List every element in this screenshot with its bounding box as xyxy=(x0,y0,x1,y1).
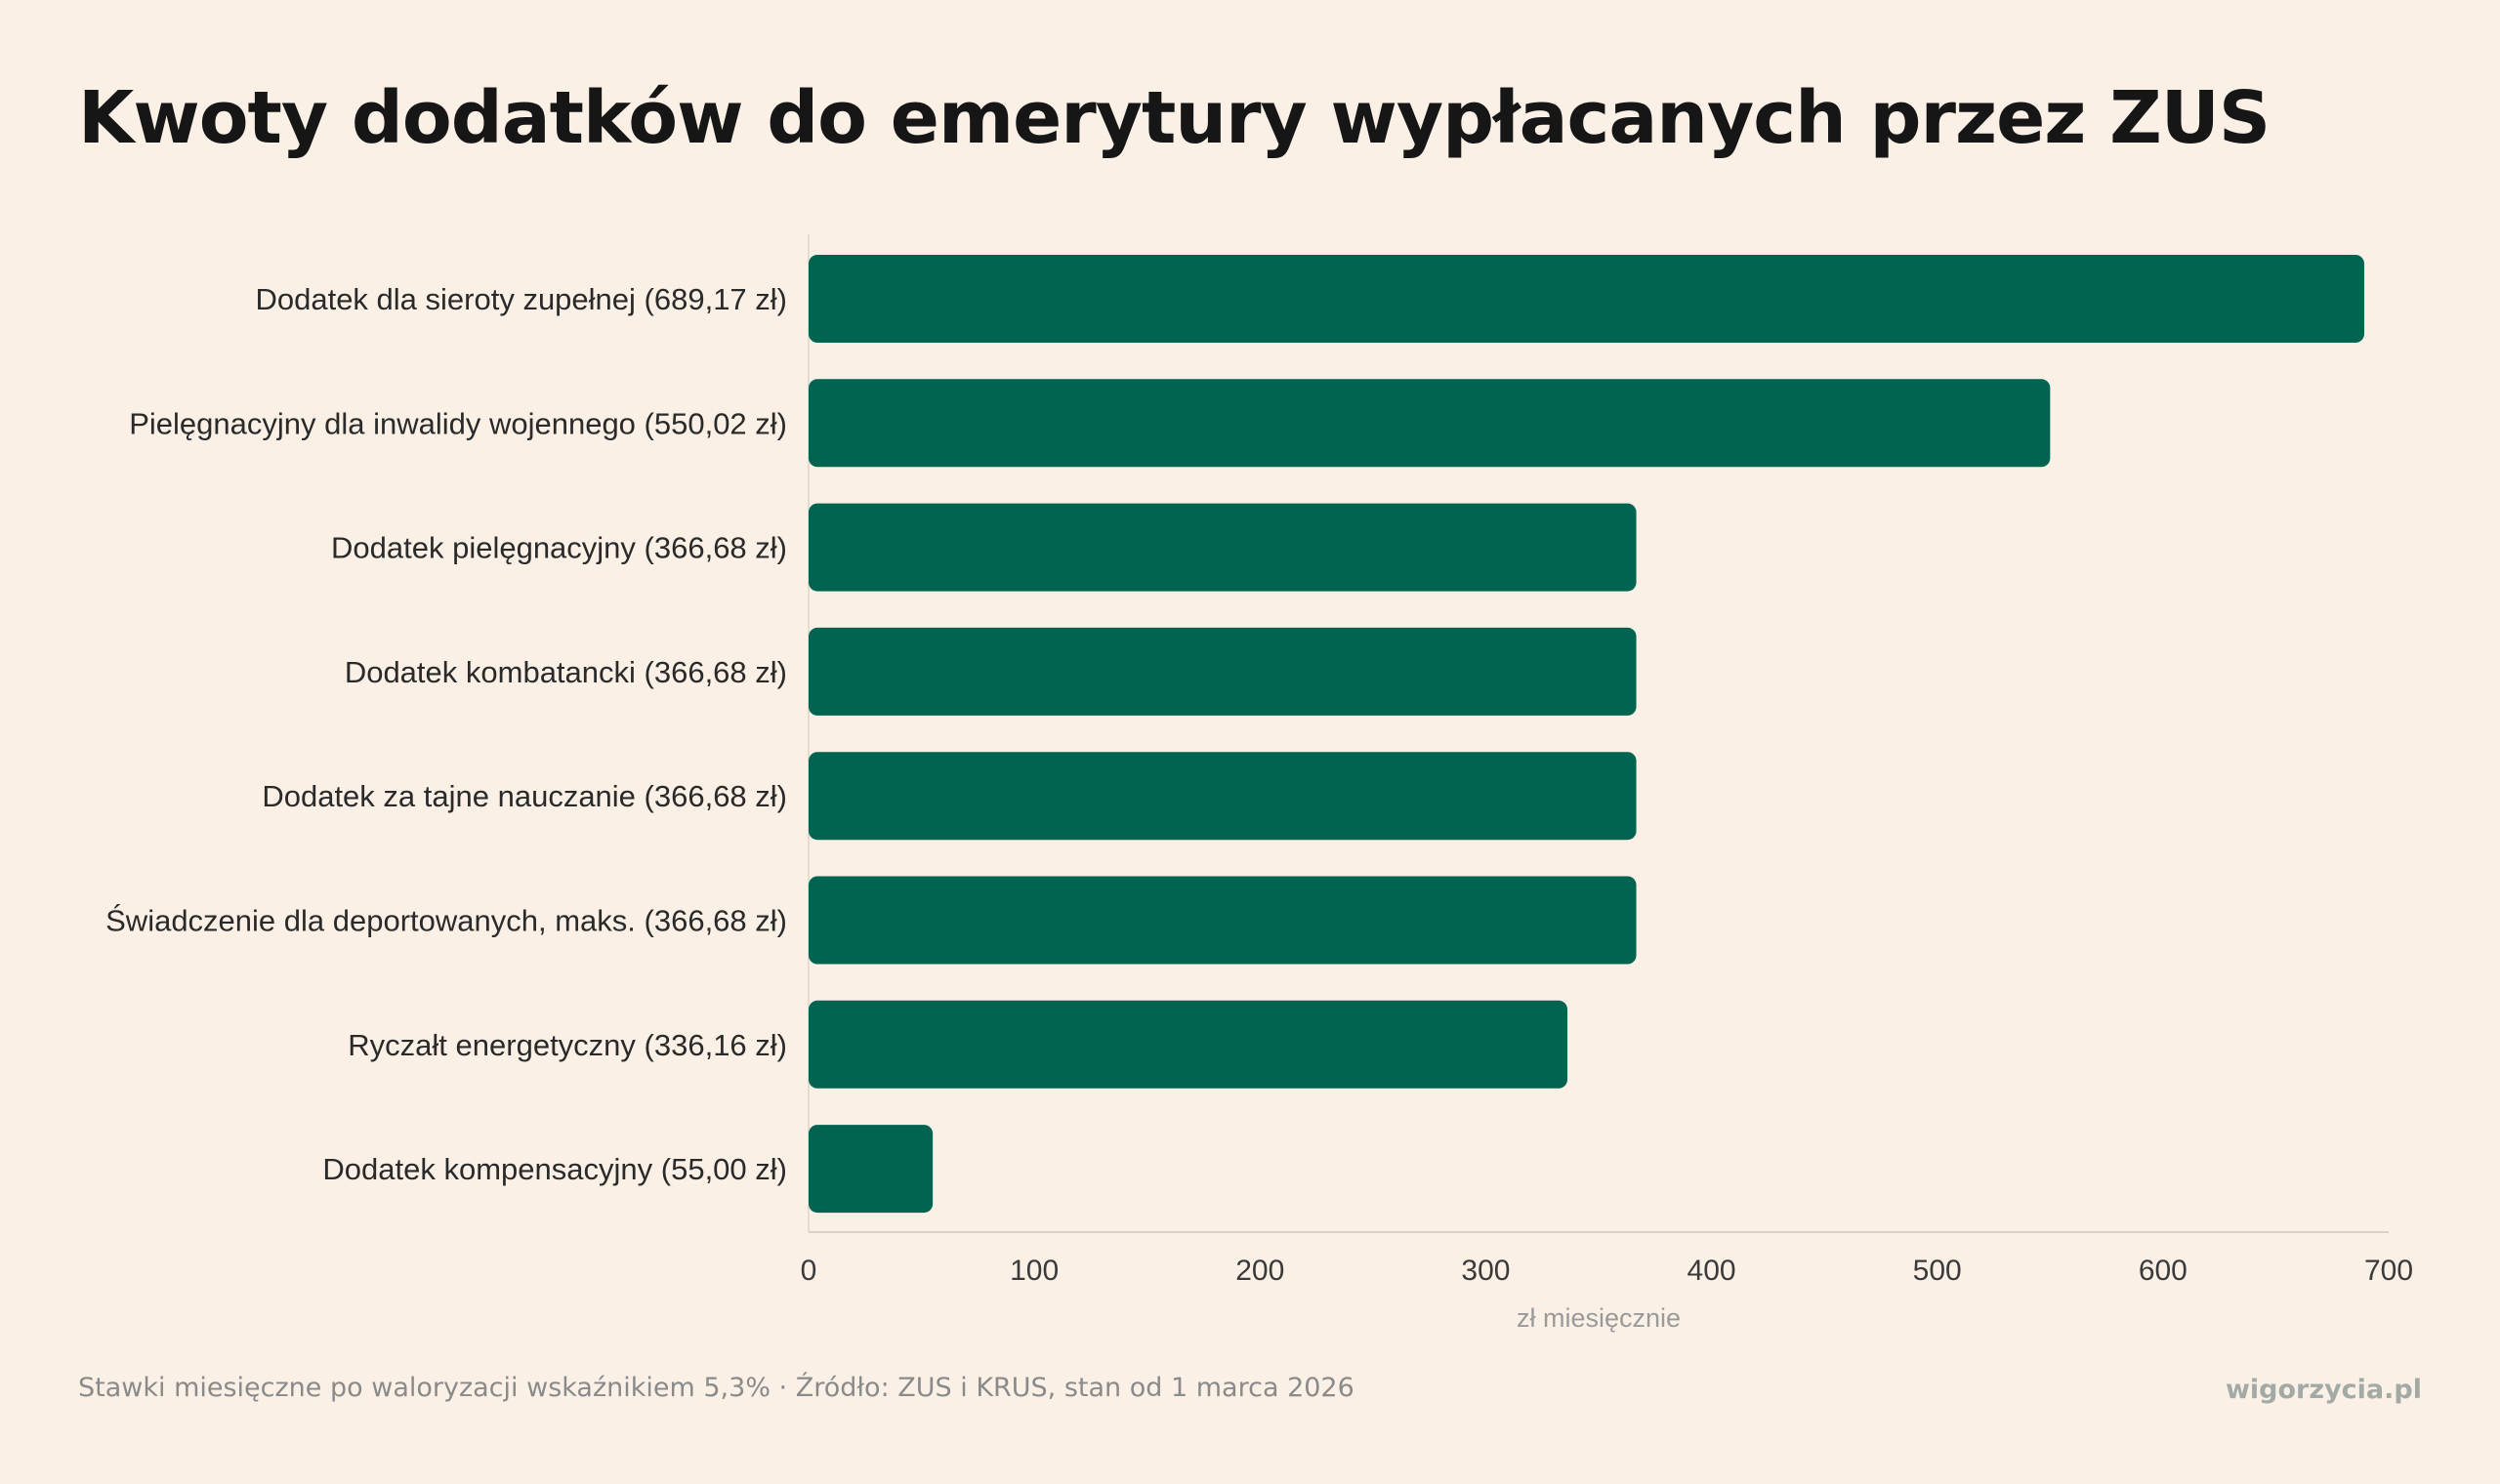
bar-chart: Dodatek dla sieroty zupełnej (689,17 zł)… xyxy=(105,234,2413,1333)
x-axis-label: zł miesięcznie xyxy=(1517,1303,1681,1333)
x-tick-label: 200 xyxy=(1235,1255,1284,1287)
category-label: Ryczałt energetyczny (336,16 zł) xyxy=(348,1028,787,1062)
x-tick-label: 600 xyxy=(2139,1255,2188,1287)
x-tick-label: 100 xyxy=(1010,1255,1059,1287)
x-tick-label: 500 xyxy=(1913,1255,1962,1287)
bar xyxy=(809,255,2364,343)
bar xyxy=(809,1000,1568,1089)
category-label: Pielęgnacyjny dla inwalidy wojennego (55… xyxy=(129,406,787,440)
x-tick-label: 400 xyxy=(1688,1255,1736,1287)
category-label: Świadczenie dla deportowanych, maks. (36… xyxy=(105,903,787,938)
category-label: Dodatek dla sieroty zupełnej (689,17 zł) xyxy=(255,282,787,316)
source-note: Stawki miesięczne po waloryzacji wskaźni… xyxy=(78,1373,1354,1403)
x-tick-label: 700 xyxy=(2364,1255,2413,1287)
category-label: Dodatek pielęgnacyjny (366,68 zł) xyxy=(331,531,787,565)
chart-title: Kwoty dodatków do emerytury wypłacanych … xyxy=(78,76,2271,160)
category-label: Dodatek za tajne nauczanie (366,68 zł) xyxy=(262,779,787,813)
bar xyxy=(809,503,1637,592)
brand-logo-text: wigorzycia.pl xyxy=(2225,1375,2422,1405)
x-tick-label: 0 xyxy=(801,1255,817,1287)
category-label: Dodatek kompensacyjny (55,00 zł) xyxy=(322,1152,787,1186)
category-label: Dodatek kombatancki (366,68 zł) xyxy=(345,655,787,689)
bar xyxy=(809,876,1637,965)
bar xyxy=(809,379,2051,468)
bar xyxy=(809,1125,934,1214)
x-tick-label: 300 xyxy=(1461,1255,1510,1287)
bar xyxy=(809,627,1637,716)
bar xyxy=(809,752,1637,841)
